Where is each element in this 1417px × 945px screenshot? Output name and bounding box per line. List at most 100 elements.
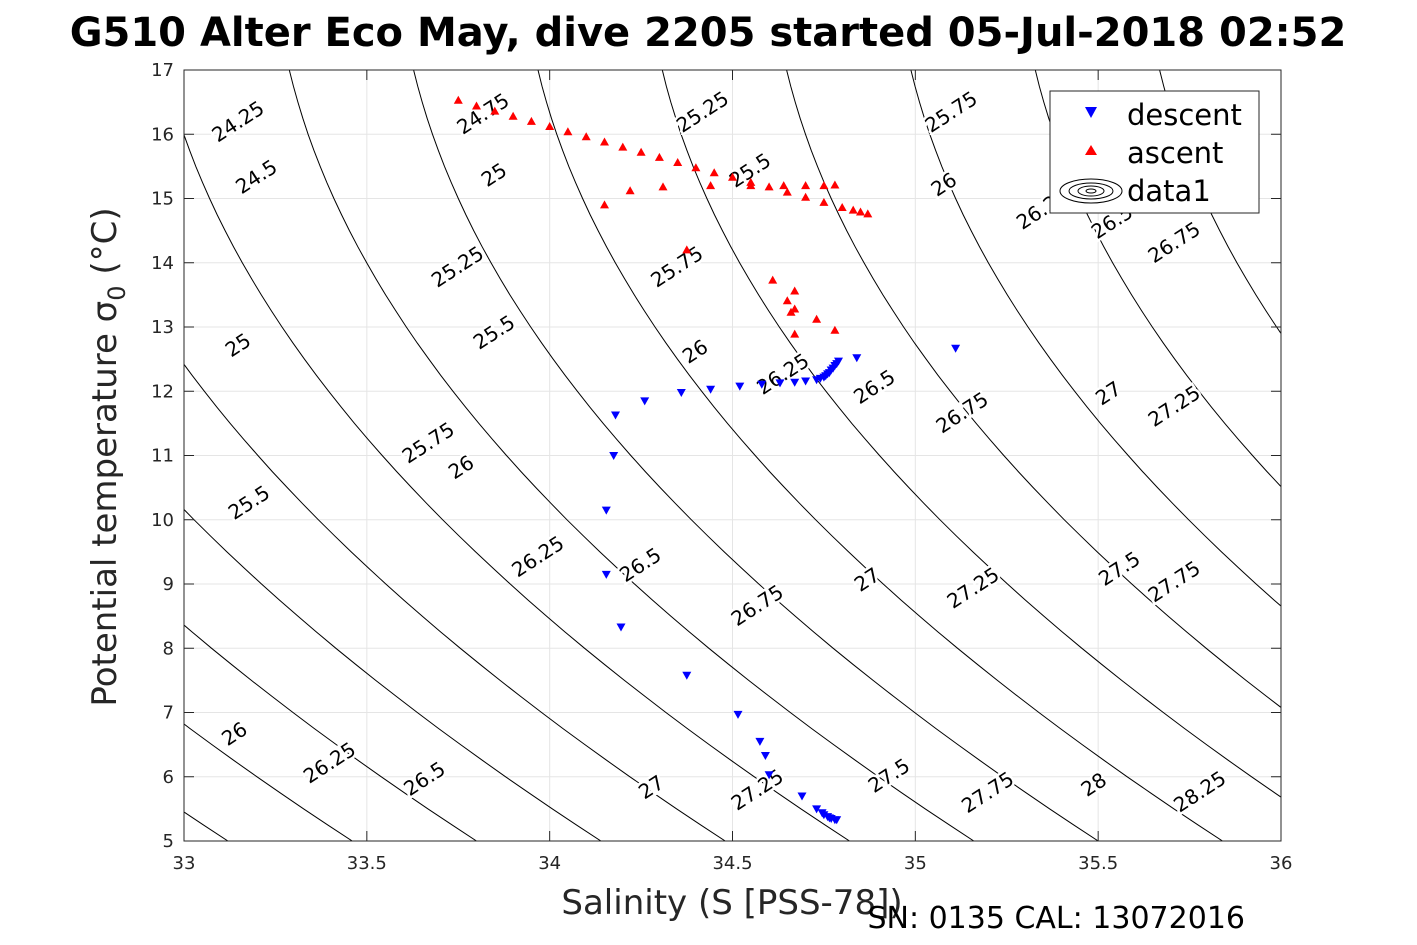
descent-point	[616, 623, 626, 632]
legend-marker-ascent	[1085, 145, 1097, 155]
descent-point	[764, 771, 774, 780]
descent-point	[735, 382, 745, 391]
x-tick-label: 34	[538, 853, 561, 874]
ascent-point	[837, 203, 847, 211]
ascent-point	[508, 111, 518, 120]
descent-point	[832, 816, 842, 825]
x-axis-label: Salinity (S [PSS-78])	[561, 883, 902, 923]
y-tick-label: 16	[151, 124, 174, 145]
y-tick-label: 5	[163, 831, 174, 852]
descent-point	[760, 752, 770, 760]
ascent-point	[600, 200, 609, 209]
ascent-point	[526, 116, 536, 125]
isopycnal-contour	[184, 508, 602, 841]
ascent-point	[790, 286, 800, 295]
legend-label-contour: data1	[1127, 174, 1211, 208]
y-axis-label: Potential temperature σ0 (°C)	[85, 207, 131, 706]
y-tick-label: 9	[163, 574, 174, 595]
descent-point	[797, 792, 807, 801]
ascent-point	[782, 296, 792, 305]
ascent-point	[764, 182, 774, 191]
legend: descent ascent data1	[1049, 90, 1260, 214]
legend-marker-contour	[1059, 178, 1123, 204]
ascent-point	[654, 152, 664, 161]
descent-point	[601, 506, 611, 515]
descent-point	[611, 411, 620, 420]
ascent-point	[682, 245, 692, 254]
ascent-point	[863, 209, 873, 218]
ascent-point	[618, 142, 628, 151]
legend-marker-descent	[1085, 107, 1097, 118]
ascent-point	[706, 181, 716, 190]
density-contours	[184, 70, 1281, 841]
legend-box	[1049, 90, 1260, 214]
axis-ticks: 33 33.5 34 34.5 35 35.5 36 5 6 7 8 9 10 11 12 13 14 15 16 1…	[151, 60, 1292, 874]
y-tick-label: 13	[151, 317, 174, 338]
descent-point	[601, 570, 611, 579]
ascent-point	[636, 147, 646, 156]
ascent-point	[490, 106, 500, 115]
descent-point	[755, 737, 765, 746]
descent-point	[676, 389, 686, 397]
y-tick-label: 15	[151, 189, 174, 210]
descent-point	[812, 805, 822, 814]
descent-point	[790, 378, 800, 387]
y-axis-label-subscript: 0	[103, 285, 131, 300]
isopycnal-contour	[184, 133, 850, 841]
descent-point	[757, 380, 767, 389]
y-tick-label: 11	[151, 446, 174, 467]
chart-title: G510 Alter Eco May, dive 2205 started 05…	[70, 10, 1347, 56]
ascent-point	[709, 168, 719, 177]
descent-point	[801, 377, 811, 386]
x-tick-label: 33	[173, 853, 196, 874]
descent-point	[812, 376, 822, 385]
ascent-point	[472, 101, 481, 110]
legend-label-descent: descent	[1127, 98, 1242, 132]
isopycnal-contour	[413, 70, 1099, 841]
descent-point	[682, 671, 692, 680]
ascent-point	[819, 197, 829, 206]
descent-point	[609, 452, 619, 460]
ascent-point	[658, 182, 668, 191]
ascent-point	[848, 205, 858, 214]
ascent-point	[746, 181, 756, 190]
y-tick-label: 8	[163, 638, 174, 659]
ascent-point	[856, 207, 865, 216]
isopycnal-contour	[537, 70, 1223, 841]
descent-point	[706, 385, 716, 394]
ascent-point	[830, 180, 840, 189]
descent-point	[852, 354, 862, 363]
y-axis-label-unit: (°C)	[85, 207, 125, 285]
y-axis-label-main: Potential temperature σ	[85, 301, 125, 707]
descent-point	[951, 344, 961, 353]
x-tick-label: 35.5	[1078, 853, 1118, 874]
isopycnal-contour	[288, 70, 975, 841]
y-tick-label: 12	[151, 381, 174, 402]
ascent-point	[768, 275, 778, 284]
ascent-point	[728, 172, 737, 181]
descent-point	[640, 397, 650, 406]
x-tick-label: 36	[1270, 853, 1293, 874]
data-series	[453, 95, 961, 825]
ascent-point	[581, 132, 591, 141]
x-tick-label: 33.5	[347, 853, 387, 874]
y-tick-label: 17	[151, 60, 174, 81]
footer-sn-cal: SN: 0135 CAL: 13072016	[867, 901, 1245, 936]
ascent-point	[625, 186, 635, 195]
x-tick-label: 35	[904, 853, 927, 874]
isopycnal-contour	[910, 70, 1281, 607]
ascent-point	[830, 325, 840, 334]
ascent-point	[563, 127, 573, 136]
y-tick-label: 7	[163, 703, 174, 724]
legend-label-ascent: ascent	[1127, 136, 1223, 170]
y-tick-label: 10	[151, 510, 174, 531]
ascent-point	[673, 158, 683, 166]
isopycnal-contour	[184, 363, 726, 841]
ascent-point	[691, 163, 701, 172]
isopycnal-contour	[786, 70, 1281, 709]
ascent-point	[600, 137, 609, 146]
ascent-point	[819, 181, 829, 190]
ascent-point	[801, 181, 811, 190]
ascent-point	[453, 95, 463, 104]
